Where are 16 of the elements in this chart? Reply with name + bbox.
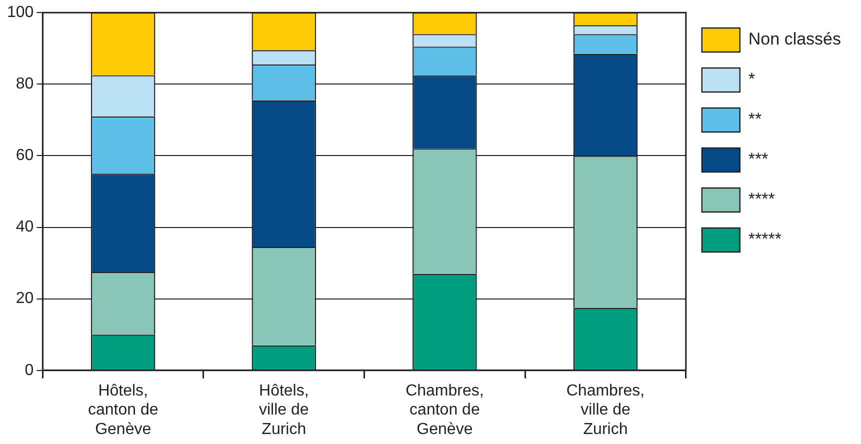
y-tick-label: 0	[24, 362, 34, 379]
y-tick-label: 60	[16, 147, 34, 164]
y-tick-label: 20	[16, 290, 34, 308]
legend-label: ****	[748, 190, 776, 209]
x-tick-label: Hôtels, ville de Zurich	[258, 382, 309, 438]
y-tick-label: 40	[16, 218, 34, 236]
legend-label: ***	[748, 150, 769, 169]
legend-label: Non classés	[748, 30, 842, 49]
legend-label: *	[748, 70, 756, 89]
x-tick-label: Chambres, canton de Genève	[406, 382, 484, 438]
x-tick-label: Hôtels, canton de Genève	[88, 382, 158, 438]
y-tick-label: 80	[16, 76, 34, 93]
legend-label: *****	[748, 230, 782, 249]
x-tick-label: Chambres, ville de Zurich	[566, 382, 645, 438]
y-tick-label: 100	[6, 4, 34, 22]
legend-label: **	[748, 110, 762, 129]
